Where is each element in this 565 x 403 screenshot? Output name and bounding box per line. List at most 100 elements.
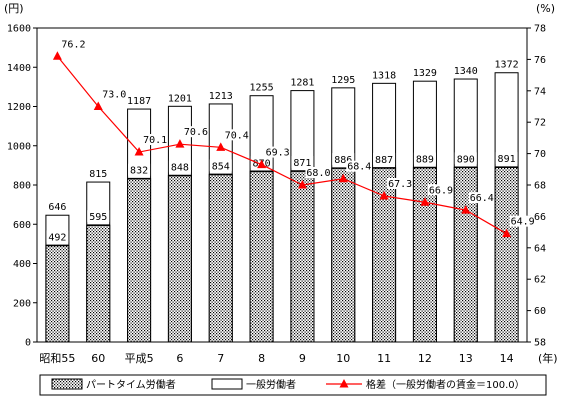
x-category-label: 9 (299, 352, 306, 365)
gap-value-label: 64.9 (511, 217, 535, 228)
gap-value-label: 68.4 (347, 162, 371, 173)
gap-triangle-marker (338, 173, 348, 183)
gap-triangle-marker (379, 190, 389, 200)
x-category-label: 14 (500, 352, 514, 365)
left-tick-label: 400 (13, 259, 31, 270)
general-worker-value-label: 1187 (127, 96, 151, 107)
right-tick-label: 68 (534, 181, 546, 192)
left-tick-label: 1400 (7, 63, 31, 74)
x-category-label: 60 (91, 352, 105, 365)
x-axis-unit: (年) (538, 351, 558, 365)
part-time-worker-value-label: 886 (334, 155, 352, 166)
part-time-label-background (291, 156, 314, 169)
part-time-worker-value-label: 848 (171, 163, 189, 174)
part-time-worker-value-label: 890 (457, 154, 475, 165)
part-time-worker-bar (45, 244, 70, 343)
general-worker-value-label: 1340 (454, 66, 478, 77)
general-worker-value-label: 1213 (209, 91, 233, 102)
gap-triangle-marker (420, 197, 430, 206)
legend-box (39, 374, 547, 396)
legend-general-label: 一般労働者 (246, 378, 296, 391)
x-category-label: 8 (258, 352, 265, 365)
general-worker-value-label: 1318 (372, 70, 396, 81)
gap-value-label: 67.3 (388, 179, 412, 190)
gap-label-background (346, 160, 371, 172)
gap-label-background (101, 88, 126, 100)
left-tick-label: 800 (13, 181, 31, 192)
right-tick-label: 74 (534, 86, 546, 97)
right-tick-label: 60 (534, 306, 546, 317)
legend-gap-label: 格差（一般労働者の賃金＝100.0） (366, 378, 525, 391)
x-axis: 昭和55 60 平成5 6 7 8 9 10 11 12 13 14 (39, 352, 513, 365)
gap-line-series: 76.2 73.0 70.1 70.6 70.4 69.3 68.0 68.4 67.3 66.9… (52, 38, 535, 238)
general-worker-value-label: 1372 (495, 60, 519, 71)
part-time-worker-bar (127, 178, 152, 343)
gap-value-label: 76.2 (61, 39, 85, 50)
part-time-label-background (495, 152, 518, 165)
legend-gap-marker (339, 379, 349, 388)
legend-part-time-label: パートタイム労働者 (86, 378, 176, 391)
x-category-label: 平成5 (125, 352, 154, 365)
part-time-worker-value-label: 832 (130, 166, 148, 177)
gap-label-background (223, 129, 248, 141)
part-time-label-background (454, 152, 477, 165)
gap-label-background (60, 38, 85, 50)
gap-triangle-marker (297, 180, 307, 189)
legend-part-time-swatch (51, 378, 83, 390)
gap-label-background (468, 192, 493, 204)
right-tick-label: 72 (534, 118, 546, 129)
left-tick-label: 1600 (7, 24, 31, 35)
x-category-label: 11 (377, 352, 391, 365)
gap-value-label: 68.0 (306, 168, 330, 179)
gap-triangle-marker (93, 101, 103, 110)
gap-label-background (182, 126, 207, 138)
left-tick-label: 200 (13, 298, 31, 309)
part-time-worker-value-label: 595 (89, 212, 107, 223)
x-category-label: 10 (336, 352, 350, 365)
right-y-axis: 58 60 62 64 66 68 70 72 74 76 78 (527, 24, 546, 349)
gap-label-background (427, 184, 452, 196)
left-axis-unit: (円) (4, 2, 24, 15)
general-worker-value-label: 646 (48, 202, 66, 213)
part-time-worker-bar (167, 175, 192, 343)
part-time-worker-bar (331, 167, 356, 343)
x-category-label: 6 (176, 352, 183, 365)
right-tick-label: 62 (534, 275, 546, 286)
part-time-worker-bar (290, 170, 315, 343)
legend: パートタイム労働者 一般労働者 格差（一般労働者の賃金＝100.0） (39, 374, 547, 396)
gap-label-background (142, 134, 167, 146)
left-tick-label: 600 (13, 220, 31, 231)
part-time-worker-value-label: 492 (48, 232, 66, 243)
part-time-label-background (209, 159, 232, 172)
gap-triangle-marker (216, 142, 226, 151)
general-worker-value-label: 1255 (250, 83, 274, 94)
part-time-label-background (46, 230, 69, 243)
right-tick-label: 58 (534, 338, 546, 349)
right-axis-unit: (%) (536, 2, 555, 15)
gap-value-label: 66.9 (429, 185, 453, 196)
part-time-worker-value-label: 871 (293, 158, 311, 169)
legend-general-swatch (211, 378, 243, 390)
left-tick-label: 0 (25, 338, 31, 349)
gap-triangle-marker (175, 139, 185, 148)
gap-label-background (305, 167, 330, 178)
x-category-label: 7 (217, 352, 224, 365)
gap-value-label: 69.3 (266, 148, 290, 159)
general-worker-value-label: 1201 (168, 93, 192, 104)
gap-line (56, 55, 507, 235)
part-time-label-background (87, 210, 110, 223)
x-category-label: 12 (418, 352, 432, 365)
left-y-axis: 0 200 400 600 800 1000 1200 1400 1600 (7, 24, 37, 349)
general-worker-value-label: 1295 (331, 75, 355, 86)
part-time-label-background (168, 160, 191, 173)
part-time-label-background (373, 152, 396, 165)
bar-series: 6464928155951187832120184812138541255870… (45, 60, 519, 343)
part-time-label-background (128, 163, 151, 176)
gap-triangle-marker (134, 147, 144, 156)
right-tick-label: 66 (534, 212, 546, 223)
gap-label-background (387, 177, 412, 189)
gap-value-label: 70.1 (143, 135, 167, 146)
gap-triangle-marker (502, 228, 512, 238)
general-worker-value-label: 815 (89, 169, 107, 180)
